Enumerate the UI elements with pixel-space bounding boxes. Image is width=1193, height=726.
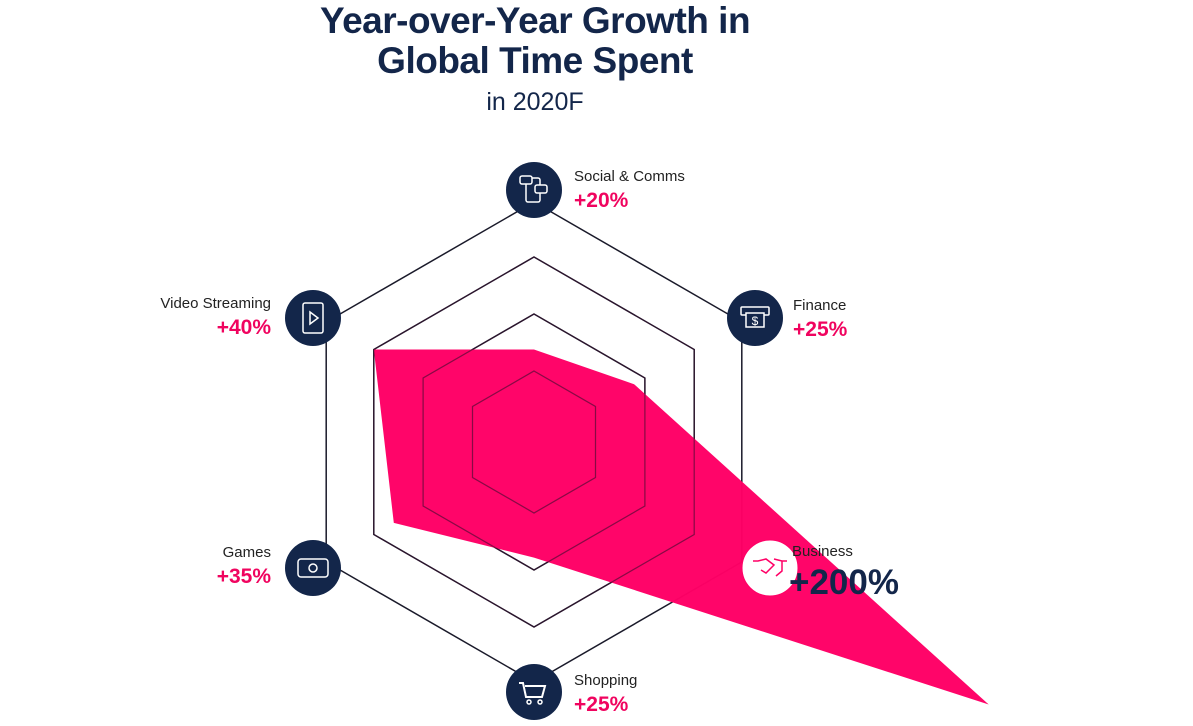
gamepad-button [308,563,318,573]
tablet-outline [302,302,324,334]
label-games: Games [222,544,271,561]
dollar-sign: $ [752,314,759,328]
play-triangle [309,310,320,326]
bubble-1 [519,175,533,185]
gamepad-circle [285,540,341,596]
cart-body [519,682,547,698]
grid-hexagon-overlay-3 [373,256,695,628]
label-video-streaming: Video Streaming [160,295,271,312]
video-play-circle [285,290,341,346]
cart-wheel [526,699,532,705]
value-social: +20% [574,189,629,212]
bubble-2 [534,184,548,194]
grid-hexagon-overlay-2 [422,313,646,571]
handshake-lines [753,558,787,577]
shopping-cart-circle [506,664,562,720]
bill [745,312,765,328]
value-finance: +25% [793,318,848,341]
gamepad-body [297,558,329,578]
value-business: +200% [789,563,899,602]
value-video-streaming: +40% [216,316,271,339]
chart-title-line2: Global Time Spent [377,40,693,81]
grid-hexagon-overlay-1 [471,370,597,514]
value-shopping: +25% [574,693,629,716]
value-games: +35% [216,565,271,588]
chart-title-line1: Year-over-Year Growth in [319,0,751,41]
label-shopping: Shopping [574,672,638,689]
label-finance: Finance [793,297,847,314]
cart-wheel [537,699,543,705]
data-area [373,349,989,705]
label-social: Social & Comms [574,168,685,185]
chat-phone-circle [506,162,562,218]
label-business: Business [792,543,853,560]
chart-subtitle: in 2020F [486,88,584,116]
